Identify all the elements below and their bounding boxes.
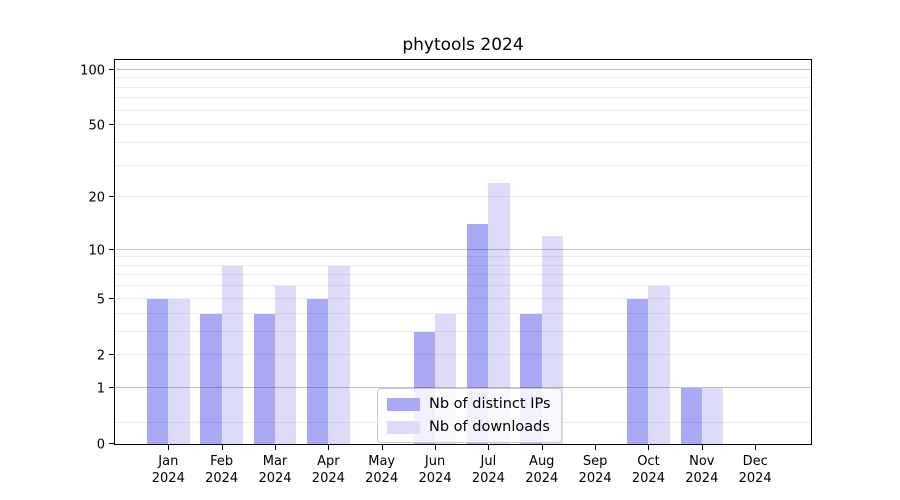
y-tick-mark <box>109 68 115 70</box>
minor-gridline <box>115 86 811 88</box>
legend-swatch-distinct-ips-icon <box>387 397 420 411</box>
bar-distinct-ips-oct <box>627 298 649 444</box>
x-tick-label-feb: Feb 2024 <box>205 454 239 486</box>
y-tick-label: 50 <box>88 118 105 134</box>
y-tick-mark <box>109 124 115 126</box>
bar-downloads-jul <box>488 183 510 444</box>
minor-gridline <box>115 77 811 79</box>
major-gridline <box>115 248 811 250</box>
x-tick-mark <box>488 445 490 450</box>
legend-entry-downloads: Nb of downloads <box>387 419 551 435</box>
y-tick-label: 0 <box>96 437 105 453</box>
bar-downloads-oct <box>648 286 670 444</box>
minor-gridline <box>115 196 811 198</box>
minor-gridline <box>115 97 811 99</box>
x-tick-label-sep: Sep 2024 <box>578 454 612 486</box>
x-tick-mark <box>755 445 757 450</box>
y-tick-mark <box>109 353 115 355</box>
plot-spine-right <box>811 59 812 445</box>
y-tick-label: 20 <box>88 190 105 206</box>
x-tick-mark <box>701 445 703 450</box>
legend-swatch-downloads-icon <box>387 420 420 434</box>
minor-gridline <box>115 256 811 258</box>
bar-distinct-ips-feb <box>200 313 222 444</box>
minor-gridline <box>115 312 811 314</box>
x-tick-mark <box>541 445 543 450</box>
x-tick-mark <box>381 445 383 450</box>
plot-area: Nb of distinct IPs Nb of downloads 0 1 2 5 1… <box>80 59 812 486</box>
bar-distinct-ips-nov <box>680 387 702 444</box>
minor-gridline <box>115 141 811 143</box>
bar-downloads-mar <box>275 286 297 444</box>
plot-spine-bottom <box>115 444 811 445</box>
legend: Nb of distinct IPs Nb of downloads <box>377 388 562 443</box>
minor-gridline <box>115 264 811 266</box>
minor-gridline <box>115 330 811 332</box>
y-tick-mark <box>109 297 115 299</box>
bar-distinct-ips-apr <box>307 298 329 444</box>
major-gridline <box>115 68 811 70</box>
y-tick-mark <box>109 248 115 250</box>
x-tick-label-oct: Oct 2024 <box>631 454 665 486</box>
legend-label-distinct-ips: Nb of distinct IPs <box>429 396 551 412</box>
minor-gridline <box>115 285 811 287</box>
y-tick-mark <box>109 196 115 198</box>
x-tick-label-aug: Aug 2024 <box>525 454 559 486</box>
x-tick-mark <box>435 445 437 450</box>
x-tick-label-nov: Nov 2024 <box>685 454 719 486</box>
minor-gridline <box>115 109 811 111</box>
y-tick-mark <box>109 386 115 388</box>
bar-downloads-apr <box>328 265 350 444</box>
bar-distinct-ips-mar <box>253 313 275 444</box>
legend-entry-distinct-ips: Nb of distinct IPs <box>387 396 551 412</box>
x-tick-label-dec: Dec 2024 <box>738 454 772 486</box>
chart-title: phytools 2024 <box>402 35 524 55</box>
y-tick-label: 100 <box>80 63 105 79</box>
x-tick-label-mar: Mar 2024 <box>258 454 292 486</box>
plot-spine-top <box>115 59 811 60</box>
x-tick-label-jan: Jan 2024 <box>151 454 185 486</box>
y-tick-label: 1 <box>96 381 105 397</box>
plot-spine-left <box>114 59 115 445</box>
bar-downloads-jan <box>168 298 190 444</box>
x-tick-label-jul: Jul 2024 <box>471 454 505 486</box>
minor-gridline <box>115 297 811 299</box>
x-tick-mark <box>168 445 170 450</box>
minor-gridline <box>115 164 811 166</box>
x-tick-mark <box>275 445 276 450</box>
minor-gridline <box>115 353 811 355</box>
major-gridline <box>115 386 811 388</box>
y-tick-label: 5 <box>96 292 105 308</box>
bar-downloads-nov <box>701 387 724 444</box>
x-tick-mark <box>328 445 330 450</box>
x-tick-mark <box>648 445 650 450</box>
x-tick-mark <box>221 445 223 450</box>
bar-downloads-feb <box>221 265 243 444</box>
minor-gridline <box>115 274 811 276</box>
bar-distinct-ips-jan <box>147 298 169 444</box>
x-tick-label-apr: Apr 2024 <box>311 454 345 486</box>
legend-label-downloads: Nb of downloads <box>429 419 550 435</box>
x-tick-mark <box>595 445 597 450</box>
y-tick-label: 10 <box>88 243 105 259</box>
minor-gridline <box>115 124 811 126</box>
x-tick-label-may: May 2024 <box>365 454 399 486</box>
x-tick-label-jun: Jun 2024 <box>418 454 452 486</box>
y-tick-label: 2 <box>96 348 105 364</box>
y-tick-mark <box>109 443 115 444</box>
